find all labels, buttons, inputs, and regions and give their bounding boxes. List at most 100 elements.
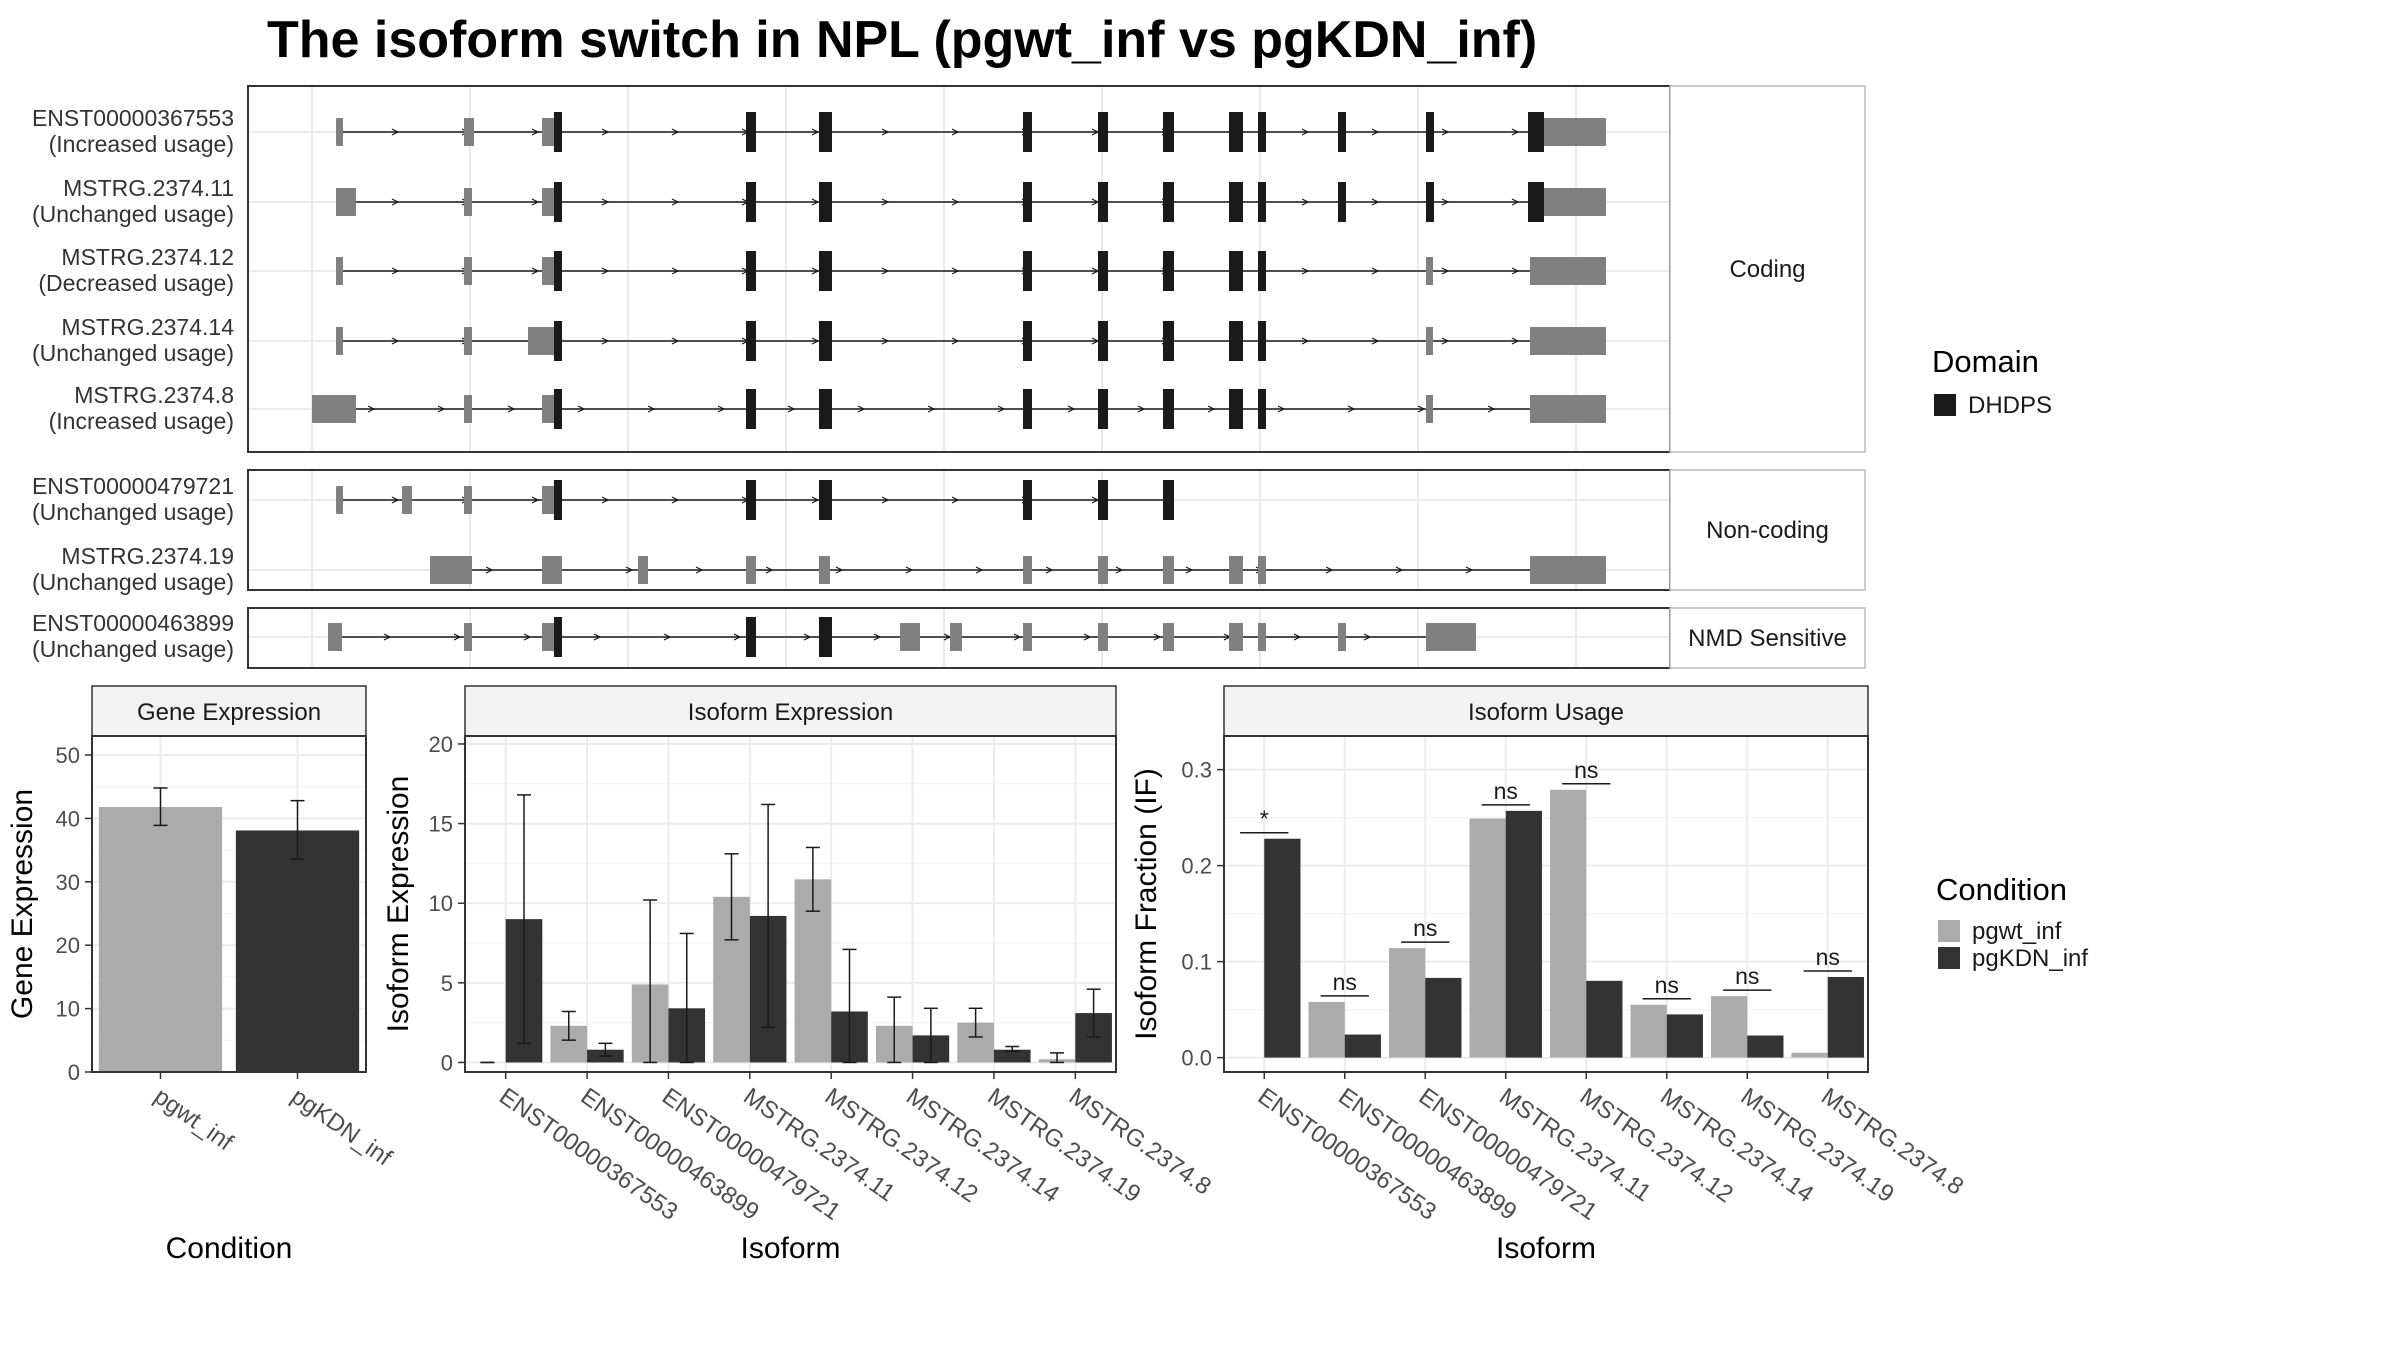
bar (235, 830, 360, 1072)
x-axis-title: Isoform (1496, 1232, 1596, 1265)
y-tick-label: 30 (56, 870, 80, 895)
domain-block (1258, 389, 1266, 429)
intron-arrow (951, 128, 960, 136)
intron-arrow (1207, 405, 1216, 413)
bar (98, 807, 223, 1072)
intron-arrow (531, 496, 540, 504)
exon (1426, 395, 1433, 423)
exon (542, 118, 550, 146)
intron-arrow (577, 405, 586, 413)
domain-legend: Domain DHDPS (1932, 344, 2052, 419)
intron-arrow (1325, 566, 1334, 574)
intron-arrow (1417, 405, 1426, 413)
intron-arrow (1511, 337, 1520, 345)
domain-block (1163, 251, 1174, 291)
isoform-name-label: MSTRG.2374.14 (61, 314, 234, 340)
intron-arrow (531, 128, 540, 136)
intron-arrow (391, 496, 400, 504)
exon (336, 188, 356, 216)
plot-panel-border (464, 735, 1117, 1073)
intron-arrow (927, 405, 936, 413)
bar (1344, 1034, 1381, 1058)
intron-arrow (1301, 267, 1310, 275)
intron-arrow (811, 337, 820, 345)
domain-block (819, 617, 832, 657)
intron-arrow (1301, 128, 1310, 136)
intron-arrow (1371, 337, 1380, 345)
domain-block (746, 251, 756, 291)
intron-arrow (873, 633, 882, 641)
intron-arrow (787, 405, 796, 413)
isoform-name-label: ENST00000463899 (32, 610, 234, 636)
exon (1530, 556, 1606, 584)
domain-block (1023, 321, 1032, 361)
y-tick-label: 0.2 (1181, 854, 1212, 879)
intron-arrow (811, 128, 820, 136)
isoform-name-label: MSTRG.2374.8 (74, 382, 234, 408)
intron-arrow (881, 337, 890, 345)
exon (464, 118, 474, 146)
intron-arrow (951, 198, 960, 206)
exon (900, 623, 912, 651)
exon (464, 188, 472, 216)
gene-expression-chart: Gene Expression 0 10 20 30 40 50 pgwt_inf pgKDN_… (6, 685, 397, 1265)
isoform-usage-label: (Unchanged usage) (32, 201, 234, 227)
x-tick-label: pgwt_inf (149, 1083, 238, 1157)
bar (1389, 948, 1426, 1058)
intron-arrow (647, 405, 656, 413)
domain-block (1258, 182, 1266, 222)
exon (528, 327, 554, 355)
exon (430, 556, 472, 584)
domain-block (819, 480, 832, 520)
exon (336, 486, 343, 514)
domain-block (746, 112, 756, 152)
domain-block (1258, 251, 1266, 291)
intron-arrow (383, 633, 392, 641)
group-label: Non-coding (1706, 517, 1829, 544)
domain-block (1163, 389, 1174, 429)
y-tick-label: 50 (56, 743, 80, 768)
intron-arrow (803, 633, 812, 641)
intron-arrow (811, 267, 820, 275)
intron-arrow (507, 405, 516, 413)
domain-legend-label: DHDPS (1968, 392, 2052, 419)
intron-arrow (881, 267, 890, 275)
exon (1163, 556, 1174, 584)
exon (1258, 556, 1266, 584)
domain-block (1258, 321, 1266, 361)
domain-block (1023, 182, 1032, 222)
y-tick-label: 10 (56, 997, 80, 1022)
isoform-usage-label: (Unchanged usage) (32, 636, 234, 662)
exon (1023, 556, 1032, 584)
x-axis-title: Isoform (740, 1232, 840, 1265)
exon (819, 556, 830, 584)
exon (464, 257, 472, 285)
intron-arrow (1395, 566, 1404, 574)
domain-block (746, 321, 756, 361)
y-axis-title: Isoform Fraction (IF) (1130, 768, 1163, 1040)
figure-title: The isoform switch in NPL (pgwt_inf vs p… (267, 11, 1537, 69)
domain-block (1229, 251, 1243, 291)
y-axis-title: Isoform Expression (382, 776, 415, 1033)
group-label: Coding (1729, 256, 1805, 283)
structure-group: ENST00000463899(Unchanged usage) NMD Sens… (32, 607, 1866, 669)
intron-arrow (1441, 198, 1450, 206)
domain-block (554, 617, 562, 657)
exon (1544, 118, 1606, 146)
y-tick-label: 10 (429, 891, 453, 916)
significance-label: * (1260, 806, 1269, 832)
domain-block (1098, 251, 1108, 291)
isoform-name-label: ENST00000479721 (32, 473, 234, 499)
intron-arrow (523, 633, 532, 641)
intron-arrow (1465, 566, 1474, 574)
y-tick-label: 0 (68, 1060, 80, 1085)
y-tick-label: 0 (441, 1050, 453, 1075)
exon (746, 556, 756, 584)
group-strip (1669, 469, 1866, 591)
intron-arrow (1153, 633, 1162, 641)
exon (1426, 257, 1433, 285)
exon (1530, 395, 1606, 423)
intron-arrow (391, 128, 400, 136)
bar (1308, 1001, 1345, 1058)
intron-arrow (601, 337, 610, 345)
